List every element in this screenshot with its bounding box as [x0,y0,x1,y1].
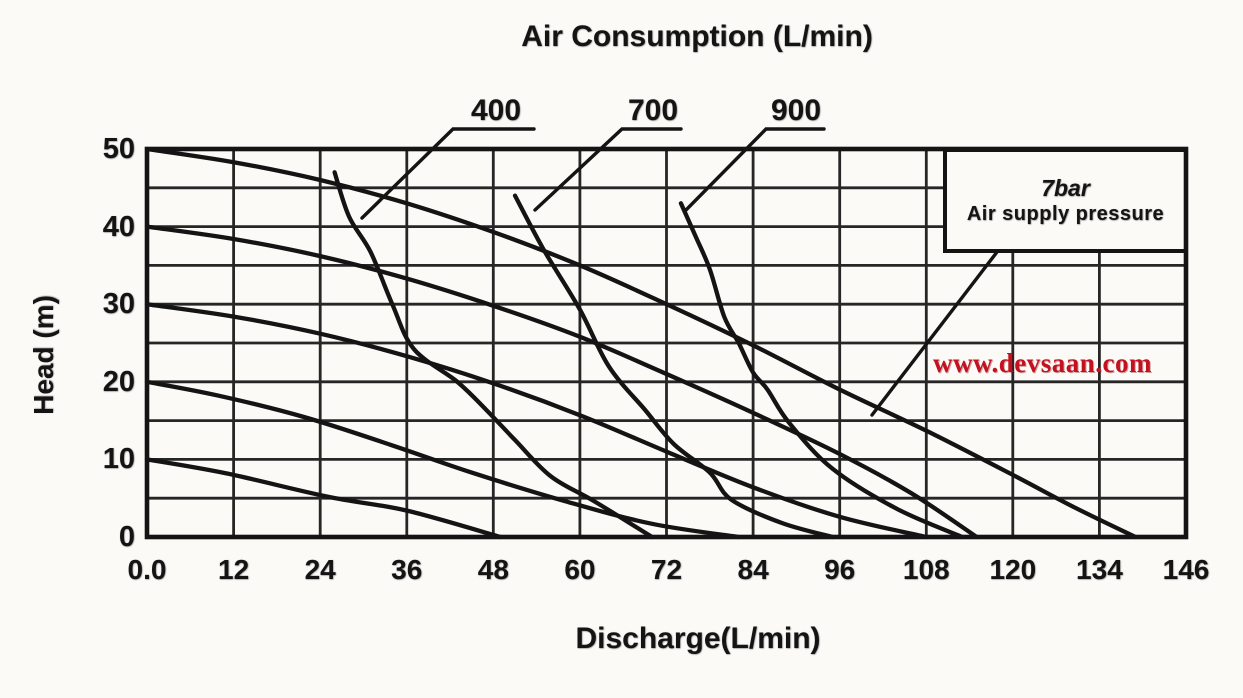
head-curve-50 [144,146,1138,540]
legend-box: 7bar Air supply pressure [945,150,1186,251]
x-tick-label-60: 60 [564,554,596,585]
y-tick-label-0: 0 [118,521,135,553]
curve-label-900: 900 [770,94,822,127]
head-curve-40 [144,224,979,540]
head-curve-10 [144,457,503,540]
leader-line-400 [360,127,536,220]
watermark: www.devsaan.com [933,348,1153,378]
x-tick-label-120: 120 [989,554,1037,585]
air-curve-700 [512,193,835,540]
y-tick-label-40: 40 [102,210,135,243]
air-curve-400 [332,170,655,540]
x-tick-label-12: 12 [218,554,250,585]
x-axis-title: Discharge(L/min) [575,622,821,655]
x-tick-label-146: 146 [1162,554,1210,585]
head-curve-20 [144,379,741,540]
air-curve-900 [678,201,965,540]
legend-leader-line [870,250,999,417]
x-tick-label-96: 96 [824,554,856,585]
x-tick-label-108: 108 [902,554,950,585]
y-tick-label-50: 50 [102,133,135,165]
chart-title: Air Consumption (L/min) [521,20,873,53]
y-tick-label-20: 20 [102,365,135,398]
y-tick-label-30: 30 [102,288,135,321]
head-curve-30 [144,302,929,540]
x-tick-label-0.0: 0.0 [127,554,167,585]
legend-pressure-value: 7bar [1041,174,1090,201]
x-tick-label-134: 134 [1076,554,1123,585]
curve-label-400: 400 [470,94,522,127]
curve-label-700: 700 [627,94,679,127]
legend-pressure-caption: Air supply pressure [966,203,1165,226]
x-tick-label-36: 36 [391,554,423,585]
legend-box-rect [943,148,1188,253]
leader-line-700 [533,127,683,212]
x-tick-label-24: 24 [304,554,336,585]
leader-line-900 [684,127,826,212]
x-tick-label-84: 84 [737,554,769,585]
plot-border [144,146,1189,540]
y-tick-label-10: 10 [102,443,135,476]
y-axis-title: Head (m) [28,295,59,415]
x-tick-label-72: 72 [650,554,683,585]
x-tick-label-48: 48 [477,554,509,585]
